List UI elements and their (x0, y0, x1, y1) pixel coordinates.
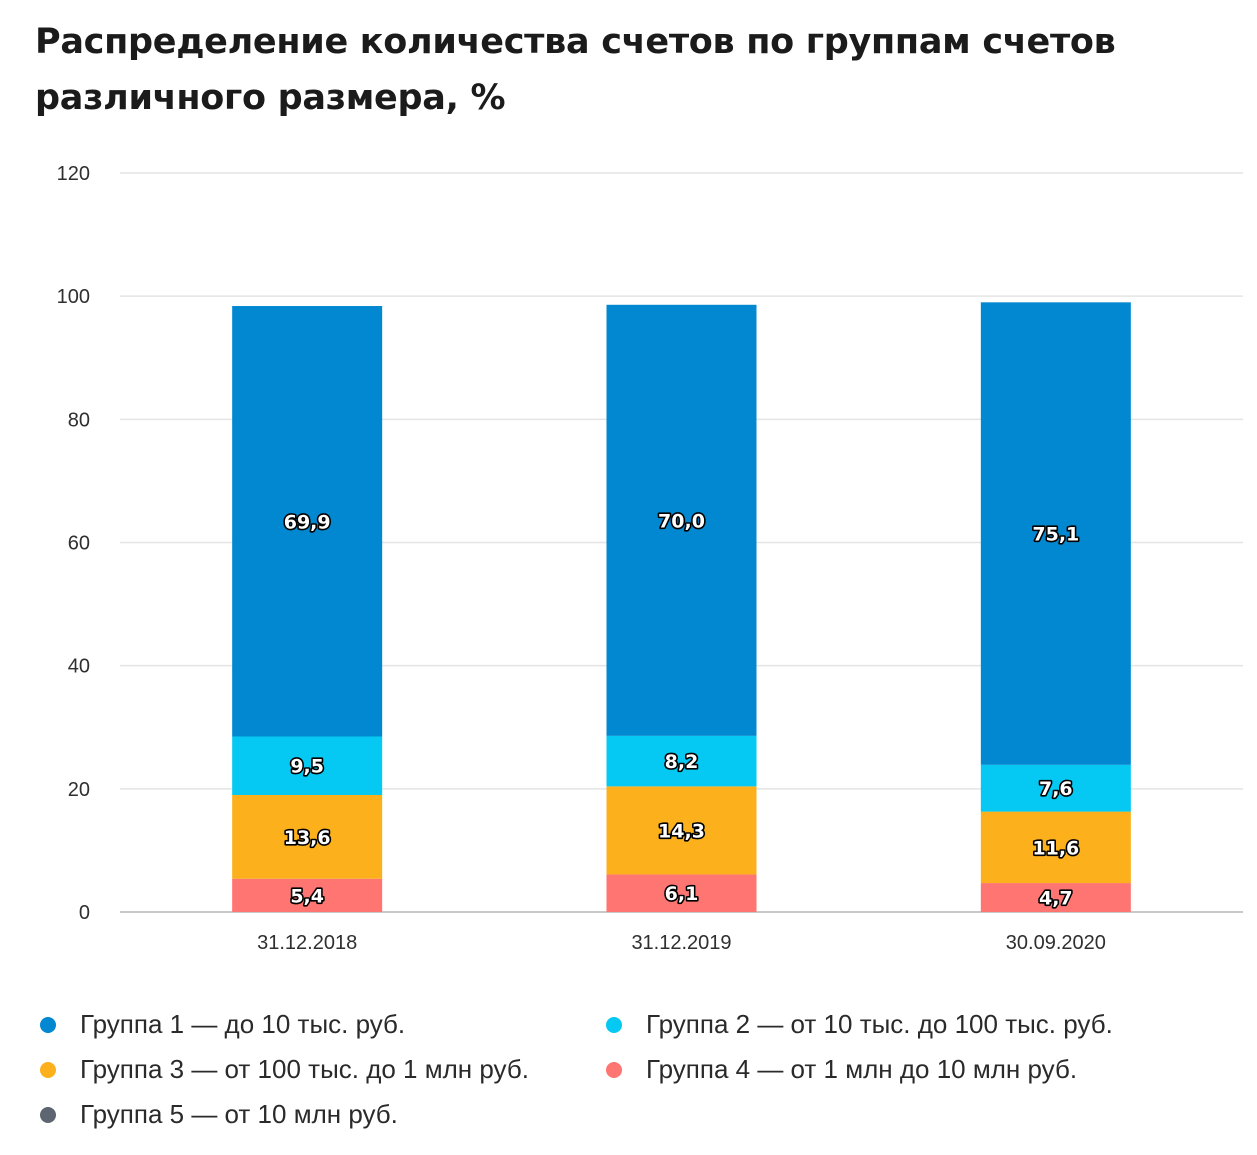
bars (232, 302, 1131, 912)
y-tick-label-100: 100 (57, 286, 90, 308)
y-tick-label-60: 60 (68, 533, 90, 555)
data-label-group-2-30.09.2020: 7,6 (1039, 778, 1073, 800)
legend-item-group-5: Группа 5 — от 10 млн руб. (40, 1098, 606, 1131)
legend-item-group-1: Группа 1 — до 10 тыс. руб. (40, 1008, 606, 1041)
bar-segment-group-1-31.12.2018 (232, 306, 383, 737)
y-tick-label-40: 40 (68, 656, 90, 678)
bar-segment-group-2-31.12.2019 (606, 735, 757, 787)
data-label-group-1-31.12.2019: 70,0 (658, 510, 705, 532)
legend-label-group-4: Группа 4 — от 1 млн до 10 млн руб. (646, 1054, 1078, 1084)
data-label-group-2-31.12.2018: 9,5 (290, 756, 324, 778)
legend-marker-group-3 (40, 1061, 56, 1078)
legend-marker-group-4 (606, 1061, 622, 1078)
x-tick-label-30.09.2020: 30.09.2020 (1006, 932, 1106, 954)
bar-segment-group-3-31.12.2019 (606, 786, 757, 875)
bar-segment-group-1-31.12.2019 (606, 304, 757, 736)
y-tick-label-120: 120 (57, 163, 90, 185)
legend-marker-group-2 (606, 1016, 622, 1033)
data-label-group-3-31.12.2019: 14,3 (658, 820, 705, 842)
bar-segment-group-2-30.09.2020 (980, 764, 1131, 812)
legend-marker-group-5 (40, 1106, 56, 1123)
y-tick-label-20: 20 (68, 779, 90, 801)
data-labels: 5,4 13,6 9,5 69,9 6,1 14,3 8,2 70,0 4,7 11,6 7,6 75… (282, 509, 1081, 911)
legend-label-group-5: Группа 5 — от 10 млн руб. (80, 1099, 398, 1129)
data-label-group-1-31.12.2018: 69,9 (284, 511, 331, 533)
legend-item-group-2: Группа 2 — от 10 тыс. до 100 тыс. руб. (606, 1008, 1206, 1041)
bar-segment-group-3-30.09.2020 (980, 811, 1131, 884)
bar-segment-group-3-31.12.2018 (232, 794, 383, 879)
data-label-group-4-31.12.2018: 5,4 (290, 885, 324, 907)
legend-label-group-3: Группа 3 — от 100 тыс. до 1 млн руб. (80, 1054, 529, 1084)
bar-segment-group-2-31.12.2018 (232, 736, 383, 795)
bar-segment-group-4-30.09.2020 (980, 883, 1131, 912)
legend-marker-group-1 (40, 1016, 56, 1033)
y-tick-label-0: 0 (79, 902, 90, 924)
bar-segment-group-4-31.12.2019 (606, 874, 757, 912)
legend-label-group-2: Группа 2 — от 10 тыс. до 100 тыс. руб. (646, 1009, 1113, 1039)
data-label-group-1-30.09.2020: 75,1 (1032, 524, 1079, 546)
legend-item-group-4: Группа 4 — от 1 млн до 10 млн руб. (606, 1053, 1206, 1086)
data-label-group-2-31.12.2019: 8,2 (665, 751, 699, 773)
legend-item-group-3: Группа 3 — от 100 тыс. до 1 млн руб. (40, 1053, 606, 1086)
bar-segment-group-1-30.09.2020 (980, 302, 1131, 765)
data-label-group-4-30.09.2020: 4,7 (1039, 888, 1073, 910)
y-tick-label-80: 80 (68, 409, 90, 431)
x-axis-ticks: 31.12.2018 31.12.2019 30.09.2020 (257, 932, 1106, 954)
bar-segment-group-4-31.12.2018 (232, 878, 383, 912)
data-label-group-3-30.09.2020: 11,6 (1032, 837, 1079, 859)
x-tick-label-31.12.2018: 31.12.2018 (257, 932, 357, 954)
data-label-group-4-31.12.2019: 6,1 (665, 883, 699, 905)
legend-label-group-1: Группа 1 — до 10 тыс. руб. (80, 1009, 406, 1039)
y-axis-ticks: 0 20 40 60 80 100 120 (57, 163, 90, 924)
legend: Группа 1 — до 10 тыс. руб. Группа 2 — от… (40, 1008, 1220, 1131)
chart-title: Распределение количества счетов по групп… (35, 22, 1116, 118)
x-tick-label-31.12.2019: 31.12.2019 (631, 932, 731, 954)
data-label-group-3-31.12.2018: 13,6 (284, 827, 331, 849)
stacked-bar-chart: 0 20 40 60 80 100 120 5,4 13,6 9,5 69,9 6,1 14,3 8,2… (57, 163, 1243, 954)
